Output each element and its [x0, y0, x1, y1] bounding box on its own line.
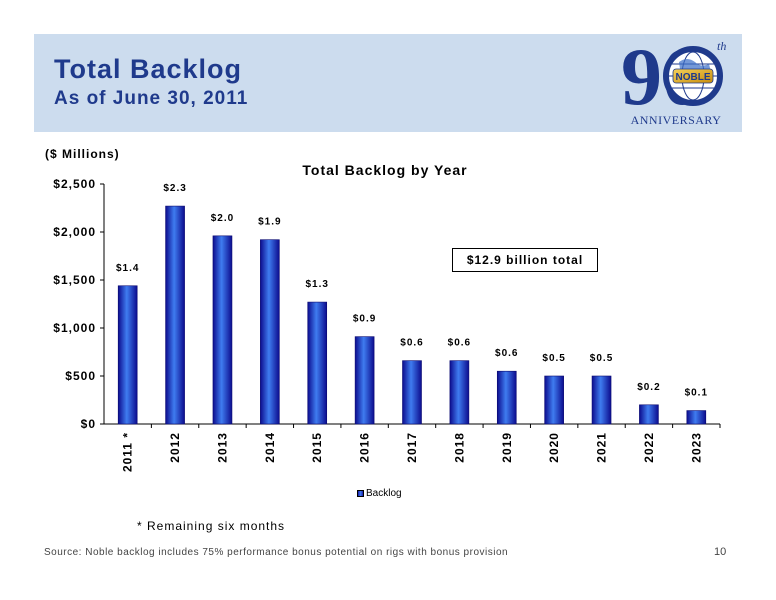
y-tick-label: $1,000	[53, 321, 96, 335]
chart-axes: $0 $500 $1,000 $1,500 $2,000 $2,500	[53, 177, 721, 431]
y-tick-label: $1,500	[53, 273, 96, 287]
x-tick-label: 2020	[547, 432, 561, 463]
legend-label: Backlog	[366, 488, 402, 499]
x-tick-label: 2021	[595, 432, 609, 463]
x-tick-label: 2018	[452, 432, 466, 463]
bar	[260, 239, 280, 425]
x-tick-label: 2016	[358, 432, 372, 463]
data-label: $0.2	[637, 382, 660, 393]
data-label: $2.3	[163, 183, 186, 194]
total-callout: $12.9 billion total	[452, 248, 598, 272]
company-badge	[672, 68, 714, 84]
data-label: $1.3	[305, 279, 328, 290]
y-tick-label: $2,000	[53, 225, 96, 239]
chart-legend: Backlog	[357, 488, 402, 499]
logo-superscript: th	[717, 39, 726, 53]
page-title: Total Backlog	[54, 54, 243, 84]
bar	[307, 301, 328, 425]
bar	[165, 205, 185, 425]
legend-swatch	[357, 490, 364, 497]
data-label: $0.9	[353, 314, 376, 325]
bar	[117, 285, 138, 425]
y-tick-label: $2,500	[53, 177, 96, 191]
data-label: $1.4	[116, 263, 139, 274]
bar	[496, 370, 517, 425]
data-label: $2.0	[211, 213, 234, 224]
units-label: ($ Millions)	[45, 147, 120, 161]
x-tick-label: 2017	[405, 432, 419, 463]
slide: Total Backlog As of June 30, 2011 90 NOB…	[34, 34, 742, 566]
data-label: $0.6	[495, 348, 518, 359]
bar	[449, 360, 470, 425]
footnote: * Remaining six months	[137, 519, 286, 533]
chart-labels: $1.4 2011 * $2.3 2012 $2.0 2013 $1.9 2014 $1.3 20…	[116, 183, 708, 472]
x-tick-label: 2015	[310, 432, 324, 463]
data-label: $0.6	[400, 338, 423, 349]
bar	[212, 235, 233, 425]
data-label: $0.5	[542, 353, 565, 364]
x-tick-label: 2023	[689, 432, 703, 463]
chart-title: Total Backlog by Year	[302, 162, 468, 178]
bar	[354, 336, 375, 425]
company-name: NOBLE	[676, 72, 711, 83]
bar	[402, 360, 422, 425]
data-label: $0.1	[685, 388, 708, 399]
bar	[686, 410, 707, 425]
data-label: $1.9	[258, 217, 281, 228]
page-subtitle: As of June 30, 2011	[54, 88, 249, 109]
x-tick-label: 2019	[500, 432, 514, 463]
x-tick-label: 2014	[263, 432, 277, 463]
bar	[591, 375, 612, 425]
data-label: $0.5	[590, 353, 613, 364]
chart-bars	[117, 205, 707, 425]
x-tick-label: 2022	[642, 432, 656, 463]
x-tick-label: 2013	[215, 432, 229, 463]
source-note: Source: Noble backlog includes 75% perfo…	[44, 547, 509, 558]
header-band: Total Backlog As of June 30, 2011 90 NOB…	[34, 34, 742, 132]
y-tick-label: $500	[65, 369, 96, 383]
x-tick-label: 2011 *	[121, 432, 135, 472]
x-tick-label: 2012	[168, 432, 182, 463]
y-tick-label: $0	[81, 417, 96, 431]
page-number: 10	[714, 546, 727, 558]
noble-90th-anniversary-logo: 90 NOBLE th ANNIVERSARY	[621, 38, 726, 127]
data-label: $0.6	[448, 338, 471, 349]
bar	[639, 404, 659, 425]
logo-caption: ANNIVERSARY	[631, 113, 722, 127]
bar	[544, 375, 564, 425]
